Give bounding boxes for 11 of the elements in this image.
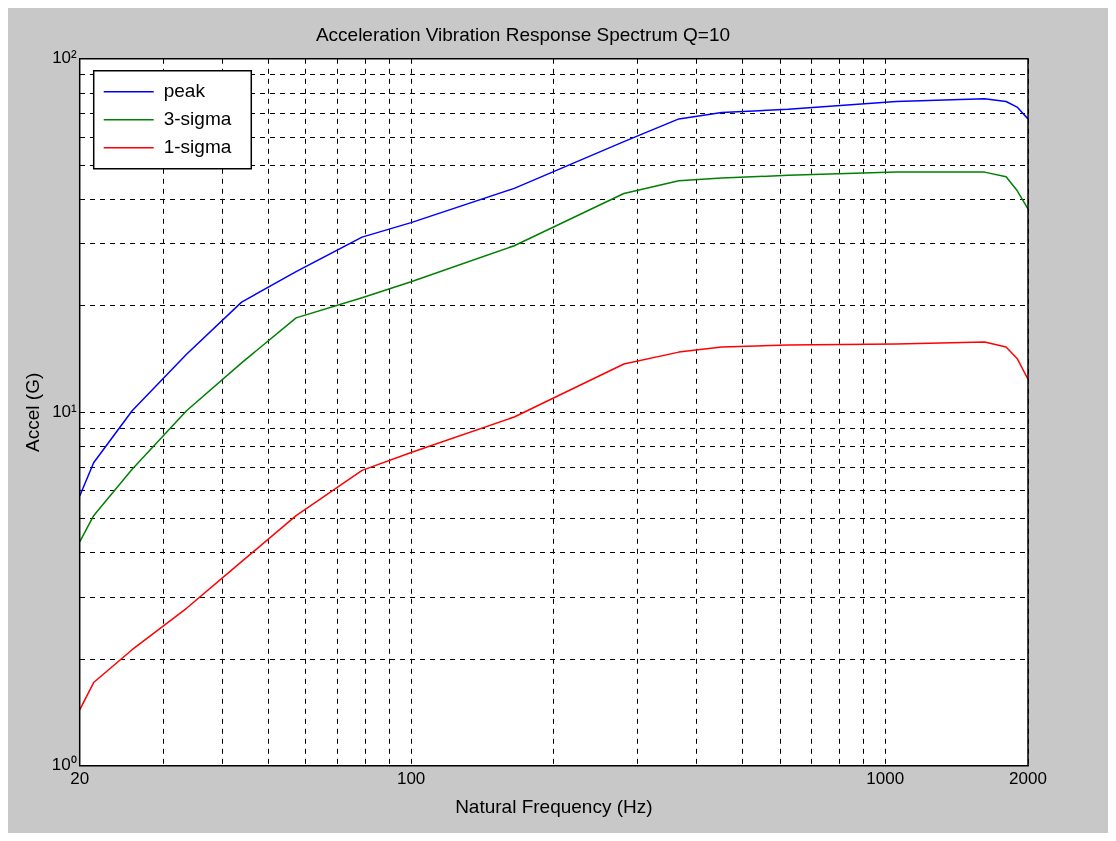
chart-title: Acceleration Vibration Response Spectrum Q=10: [315, 23, 731, 45]
y-tick-label: 10¹: [52, 401, 78, 421]
legend-label: 3-sigma: [163, 108, 232, 130]
y-tick-label: 10²: [52, 48, 78, 68]
x-tick-label: 1000: [866, 768, 905, 788]
x-axis-title: Natural Frequency (Hz): [455, 795, 653, 817]
x-tick-label: 2000: [1009, 768, 1047, 788]
legend-label: 1-sigma: [163, 136, 232, 158]
x-tick-label: 100: [396, 768, 426, 788]
legend-label: peak: [163, 80, 206, 102]
y-axis-title: Accel (G): [21, 372, 43, 452]
